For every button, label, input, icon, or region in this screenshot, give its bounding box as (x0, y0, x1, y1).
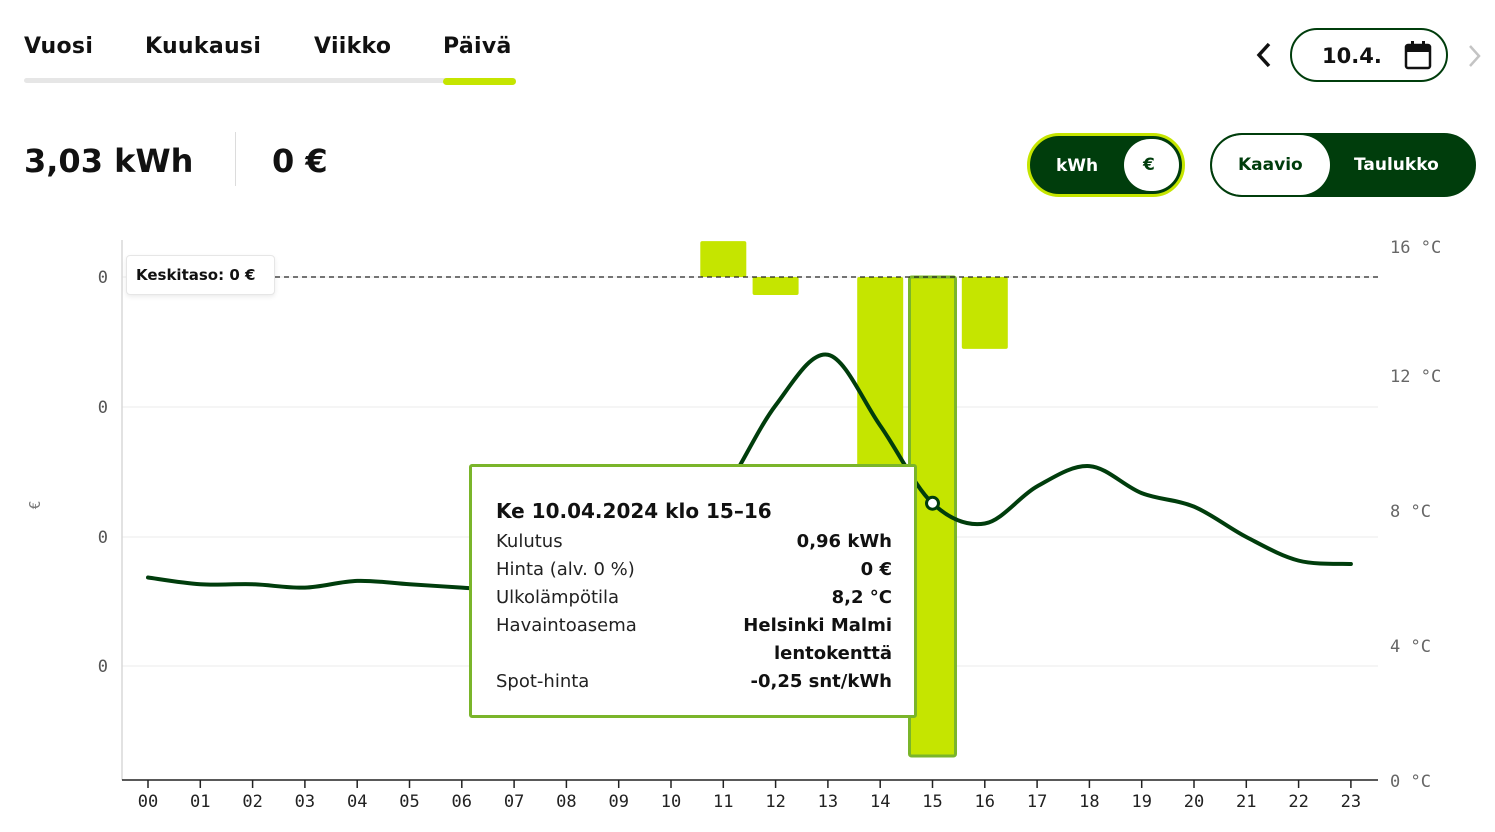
temperature-line (146, 352, 1353, 594)
unit-eur-option[interactable]: € (1124, 139, 1179, 191)
x-tick-label: 02 (242, 792, 262, 812)
x-tick-label: 18 (1079, 792, 1099, 812)
x-tick-label: 11 (713, 792, 733, 812)
average-label: Keskitaso: 0 € (126, 255, 275, 295)
chevron-left-icon[interactable] (1255, 40, 1275, 76)
hover-point (925, 495, 940, 511)
y-axis-label: € (26, 500, 44, 509)
tab-kuukausi[interactable]: Kuukausi (145, 34, 262, 59)
total-cost: 0 € (272, 142, 328, 180)
y-tick-left: 0 (98, 657, 108, 677)
x-tick-label: 14 (870, 792, 890, 812)
x-tick-label: 19 (1131, 792, 1151, 812)
date-picker[interactable]: 10.4. (1290, 28, 1448, 82)
tab-paiva[interactable]: Päivä (443, 34, 512, 59)
x-tick-label: 16 (975, 792, 995, 812)
cost-bar-11 (700, 241, 747, 277)
x-tick-label: 13 (818, 792, 838, 812)
tab-active-indicator (443, 78, 516, 85)
x-tick-label: 17 (1027, 792, 1047, 812)
total-energy: 3,03 kWh (24, 142, 194, 180)
tab-vuosi[interactable]: Vuosi (24, 34, 94, 59)
x-tick-label: 10 (661, 792, 681, 812)
date-value: 10.4. (1322, 44, 1382, 68)
x-tick-label: 08 (556, 792, 576, 812)
x-tick-label: 06 (452, 792, 472, 812)
y-tick-left: 0 (98, 398, 108, 418)
tab-viikko[interactable]: Viikko (314, 34, 392, 59)
y-tick-left: 0 (98, 268, 108, 288)
view-table-option[interactable]: Taulukko (1354, 155, 1439, 175)
y-tick-right: 12 °C (1390, 367, 1441, 387)
x-tick-label: 22 (1288, 792, 1308, 812)
unit-eur-label: € (1143, 155, 1155, 175)
average-label-text: Keskitaso: 0 € (136, 266, 256, 284)
unit-kwh-option[interactable]: kWh (1056, 156, 1099, 176)
cost-bar-16 (961, 277, 1008, 349)
x-tick-label: 15 (922, 792, 942, 812)
x-tick-label: 04 (347, 792, 367, 812)
chevron-right-icon[interactable] (1466, 42, 1482, 76)
tab-track (24, 78, 516, 83)
view-chart-option[interactable]: Kaavio (1212, 135, 1330, 195)
tooltip-title: Ke 10.04.2024 klo 15–16 (496, 499, 772, 523)
y-tick-right: 16 °C (1390, 238, 1441, 258)
chart-tooltip: Ke 10.04.2024 klo 15–16 Kulutus 0,96 kWh… (469, 464, 917, 718)
unit-toggle[interactable]: kWh € (1027, 133, 1185, 197)
x-tick-label: 20 (1184, 792, 1204, 812)
view-toggle[interactable]: Kaavio Taulukko (1210, 133, 1476, 197)
x-tick-label: 09 (608, 792, 628, 812)
y-tick-right: 0 °C (1390, 772, 1431, 792)
x-tick-label: 23 (1341, 792, 1361, 812)
x-tick-label: 00 (138, 792, 158, 812)
calendar-icon[interactable] (1404, 40, 1432, 70)
y-tick-left: 0 (98, 528, 108, 548)
x-tick-label: 05 (399, 792, 419, 812)
x-tick-label: 21 (1236, 792, 1256, 812)
cost-bar-12 (752, 277, 799, 295)
view-chart-label: Kaavio (1238, 155, 1303, 175)
x-tick-label: 07 (504, 792, 524, 812)
x-tick-label: 03 (295, 792, 315, 812)
y-tick-right: 4 °C (1390, 637, 1431, 657)
x-tick-label: 12 (765, 792, 785, 812)
y-tick-right: 8 °C (1390, 502, 1431, 522)
x-tick-label: 01 (190, 792, 210, 812)
summary-divider (235, 132, 236, 186)
